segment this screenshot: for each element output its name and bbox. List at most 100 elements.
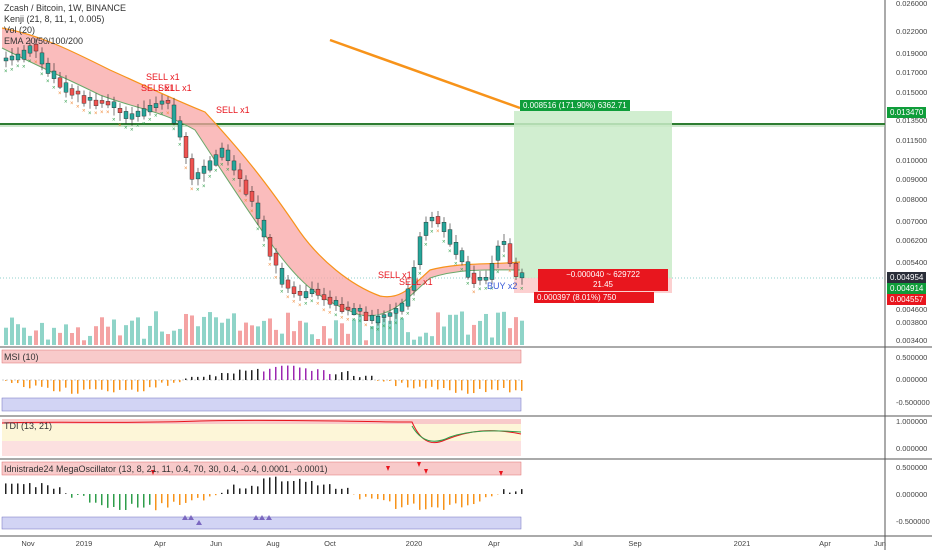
- msi-title[interactable]: MSI (10): [4, 352, 39, 362]
- candle-body: [435, 216, 441, 225]
- profit-zone[interactable]: [514, 111, 672, 278]
- candle-body: [81, 95, 87, 104]
- signal-cross: ×: [328, 310, 332, 316]
- candle-body: [501, 241, 507, 245]
- volume-bar: [232, 313, 236, 345]
- candle-body: [411, 267, 417, 291]
- signal-cross: ×: [76, 104, 80, 110]
- mega-bar: [503, 489, 505, 494]
- mega-bar: [185, 494, 187, 503]
- signal-cross: ×: [268, 262, 272, 268]
- signal-label: SELL x1: [158, 83, 192, 93]
- target-label[interactable]: 0.008516 (171.90%) 6362.71: [520, 100, 630, 111]
- signal-cross: ×: [358, 319, 362, 325]
- volume-bar: [208, 312, 212, 345]
- time-tick: Nov: [21, 539, 35, 548]
- tdi-title[interactable]: TDI (13, 21): [4, 421, 53, 431]
- mega-bar: [461, 494, 463, 508]
- signal-cross: ×: [238, 189, 242, 195]
- indicator-ema[interactable]: EMA 20/50/100/200: [4, 36, 84, 46]
- price-tick: 0.003800: [896, 318, 928, 327]
- signal-cross: ×: [70, 101, 74, 107]
- msi-bar: [317, 369, 319, 380]
- mega-bar: [191, 494, 193, 501]
- mega-bar: [329, 484, 331, 494]
- volume-bar: [412, 339, 416, 345]
- trend-line[interactable]: [329, 38, 521, 110]
- volume-bar: [136, 317, 140, 345]
- volume-bar: [496, 312, 500, 345]
- candle-body: [369, 314, 375, 321]
- signal-cross: ×: [352, 318, 356, 324]
- msi-bar: [119, 380, 121, 390]
- msi-bar: [209, 374, 211, 380]
- candle-body: [405, 288, 411, 307]
- price-badge-low2: 0.004557: [887, 294, 927, 305]
- msi-bar: [197, 376, 199, 380]
- signal-cross: ×: [442, 240, 446, 246]
- stop-label[interactable]: 0.000397 (8.01%) 750: [534, 292, 654, 303]
- candle-body: [519, 272, 525, 279]
- position-label[interactable]: −0.000040 ~ 629722 21.45: [538, 269, 668, 291]
- msi-bar: [161, 380, 163, 383]
- volume-bar: [40, 322, 44, 345]
- msi-bar: [83, 380, 85, 390]
- signal-cross: ×: [94, 111, 98, 117]
- msi-bar: [179, 380, 181, 383]
- mega-bar: [335, 488, 337, 494]
- tdi-tick: 0.000000: [896, 444, 928, 453]
- candles: [3, 38, 525, 326]
- price-tick: 0.006200: [896, 236, 928, 245]
- mega-bar: [293, 480, 295, 494]
- candle-body: [63, 82, 69, 93]
- signal-cross: ×: [28, 59, 32, 65]
- candle-body: [309, 288, 315, 295]
- signal-cross: ×: [424, 243, 428, 249]
- mega-title[interactable]: Idnistrade24 MegaOscillator (13, 8, 21, …: [4, 464, 328, 474]
- signal-cross: ×: [460, 267, 464, 273]
- mega-bar: [155, 494, 157, 511]
- candle-body: [9, 55, 15, 61]
- price-tick: 0.009000: [896, 175, 928, 184]
- mega-bar: [515, 491, 517, 494]
- volume-bars: [4, 311, 524, 345]
- msi-bar: [485, 380, 487, 393]
- volume-bar: [448, 314, 452, 345]
- msi-bar: [287, 365, 289, 380]
- indicator-volume[interactable]: Vol (20): [4, 25, 36, 35]
- indicator-kenji[interactable]: Kenji (21, 8, 11, 1, 0.005): [4, 14, 105, 24]
- msi-bar: [515, 380, 517, 391]
- candle-body: [165, 100, 171, 104]
- candle-body: [123, 111, 129, 119]
- price-tick: 0.013500: [896, 116, 928, 125]
- candle-body: [135, 110, 141, 117]
- candle-body: [39, 52, 45, 65]
- symbol-title[interactable]: Zcash / Bitcoin, 1W, BINANCE: [4, 3, 127, 13]
- msi-bar: [467, 380, 469, 394]
- msi-bar: [521, 380, 523, 391]
- msi-bar: [341, 372, 343, 380]
- candle-body: [339, 303, 345, 312]
- volume-bar: [148, 325, 152, 345]
- signal-cross: ×: [400, 317, 404, 323]
- mega-tick: 0.500000: [896, 463, 928, 472]
- signal-cross: ×: [364, 323, 368, 329]
- mega-bar: [209, 494, 211, 497]
- msi-tick: 0.000000: [896, 375, 928, 384]
- msi-bar: [125, 380, 127, 391]
- mega-tick: -0.500000: [896, 517, 930, 526]
- msi-bar: [437, 380, 439, 390]
- msi-bar: [173, 380, 175, 383]
- mega-bar: [485, 494, 487, 498]
- signal-cross: ×: [304, 302, 308, 308]
- volume-bar: [472, 324, 476, 345]
- candle-body: [237, 169, 243, 179]
- msi-bar: [17, 380, 19, 384]
- candle-body: [447, 229, 453, 245]
- mega-bar: [455, 494, 457, 504]
- msi-bar: [35, 380, 37, 386]
- volume-bar: [94, 326, 98, 345]
- signal-cross: ×: [502, 254, 506, 260]
- candle-body: [183, 136, 189, 158]
